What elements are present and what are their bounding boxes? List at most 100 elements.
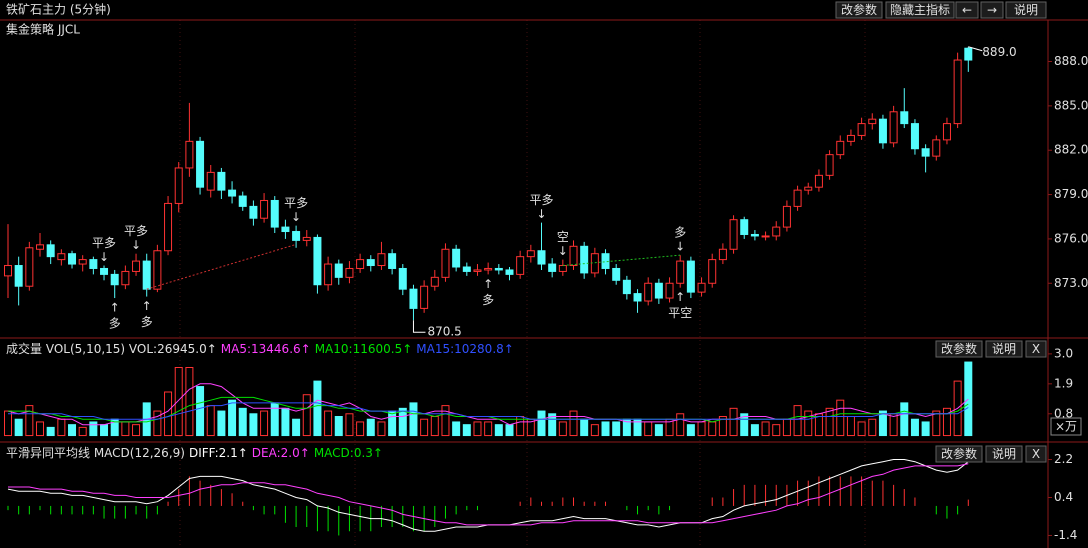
- low-label: 870.5: [427, 325, 461, 339]
- volume-bar: [612, 421, 621, 437]
- y-tick-label: 1.9: [1054, 376, 1073, 390]
- candle-body: [718, 248, 727, 261]
- candle-body: [814, 174, 823, 188]
- button-label[interactable]: X: [1032, 447, 1040, 461]
- volume-bar: [878, 410, 887, 437]
- button[interactable]: ←: [955, 1, 979, 19]
- button-frame[interactable]: [835, 1, 883, 19]
- button-frame[interactable]: [935, 445, 983, 463]
- volume-bar: [377, 421, 386, 437]
- indicator-title: 集金策略 JJCL: [6, 22, 80, 37]
- candle-body: [260, 199, 269, 219]
- button[interactable]: 说明: [985, 445, 1023, 463]
- volume-bar: [89, 421, 98, 437]
- button-frame[interactable]: [885, 1, 955, 19]
- panel-title: 平滑异同平均线 MACD(12,26,9): [6, 446, 185, 460]
- position-line: [146, 243, 297, 290]
- signal-label: 多: [674, 226, 686, 240]
- candle-body: [921, 148, 930, 157]
- button-frame[interactable]: [935, 340, 983, 358]
- volume-bar: [846, 416, 855, 437]
- candle-body: [654, 282, 663, 299]
- candle-body: [772, 226, 781, 237]
- candle-body: [558, 265, 567, 272]
- button[interactable]: 改参数: [835, 1, 883, 19]
- signal-label: 平多: [92, 236, 116, 250]
- button[interactable]: 说明: [985, 340, 1023, 358]
- signal-label: 多: [109, 317, 121, 331]
- candle-body: [14, 265, 23, 287]
- button-label[interactable]: 改参数: [941, 341, 977, 356]
- legend-entry: MA10:11600.5↑: [315, 342, 413, 356]
- button-label[interactable]: →: [987, 3, 997, 17]
- button[interactable]: 隐藏主指标: [885, 1, 955, 19]
- button[interactable]: 改参数: [935, 445, 983, 463]
- candle-body: [622, 279, 631, 295]
- candle-body: [228, 189, 237, 197]
- button-label[interactable]: X: [1032, 342, 1040, 356]
- button-label[interactable]: 说明: [992, 446, 1016, 461]
- candle-body: [121, 270, 130, 286]
- volume-bar: [932, 410, 941, 437]
- button[interactable]: 改参数: [935, 340, 983, 358]
- button-label[interactable]: 改参数: [941, 446, 977, 461]
- button-label[interactable]: ←: [962, 3, 972, 17]
- y-tick-label: -1.4: [1054, 528, 1077, 542]
- candle-body: [409, 288, 418, 309]
- candle-body: [388, 253, 397, 269]
- volume-bar: [249, 413, 258, 437]
- signal-arrow: ↓: [99, 250, 109, 264]
- candle-body: [750, 233, 759, 237]
- button-label[interactable]: 说明: [1014, 2, 1038, 17]
- button[interactable]: X: [1025, 445, 1047, 463]
- button-frame[interactable]: [1025, 445, 1047, 463]
- button-frame[interactable]: [985, 340, 1023, 358]
- volume-bar: [548, 413, 557, 437]
- volume-bar: [281, 407, 290, 437]
- volume-bar: [4, 410, 12, 437]
- button[interactable]: X: [1025, 340, 1047, 358]
- legend-entry: MA15:10280.8↑: [416, 342, 514, 356]
- candle-body: [302, 236, 311, 241]
- signal-label: 平多: [284, 196, 308, 210]
- volume-bar: [121, 421, 130, 437]
- candle-body: [292, 231, 301, 241]
- button[interactable]: →: [980, 1, 1004, 19]
- button-label[interactable]: 改参数: [841, 2, 877, 17]
- volume-bar: [174, 367, 183, 437]
- button-frame[interactable]: [1025, 340, 1047, 358]
- volume-bar: [260, 410, 269, 437]
- candle-body: [537, 250, 546, 265]
- candle-body: [249, 205, 258, 219]
- volume-bar: [217, 410, 226, 437]
- volume-bar: [718, 416, 727, 437]
- volume-bar: [398, 407, 407, 437]
- legend-entry: MACD:0.3↑: [314, 446, 383, 460]
- candle-body: [697, 282, 706, 293]
- volume-bar: [494, 424, 503, 437]
- button[interactable]: 说明: [1005, 1, 1047, 19]
- volume-bar: [345, 413, 354, 437]
- candle-body: [174, 167, 183, 204]
- button-frame[interactable]: [955, 1, 979, 19]
- volume-bar: [228, 399, 237, 437]
- candle-body: [804, 186, 813, 191]
- candle-body: [462, 266, 471, 272]
- candle-body: [857, 123, 866, 136]
- volume-bar: [206, 405, 215, 437]
- volume-bar: [46, 426, 55, 437]
- volume-bar: [868, 418, 877, 437]
- button-frame[interactable]: [1005, 1, 1047, 19]
- button-frame[interactable]: [985, 445, 1023, 463]
- candle-body: [398, 267, 407, 290]
- button-label[interactable]: 隐藏主指标: [890, 2, 950, 17]
- volume-bar: [804, 410, 813, 437]
- candle-body: [516, 256, 525, 275]
- signal-arrow: ↓: [558, 244, 568, 258]
- button-label[interactable]: 说明: [992, 341, 1016, 356]
- volume-bar: [964, 361, 973, 437]
- volume-bar: [942, 407, 951, 437]
- button-frame[interactable]: [980, 1, 1004, 19]
- candle-body: [78, 259, 87, 265]
